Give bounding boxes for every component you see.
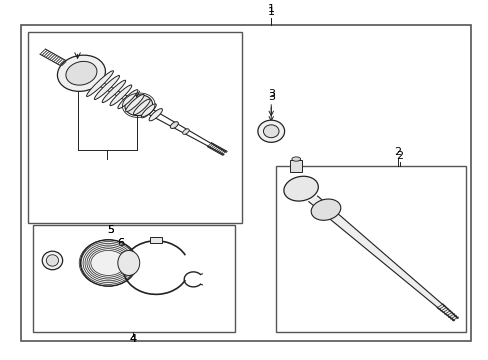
Ellipse shape xyxy=(80,240,136,286)
Ellipse shape xyxy=(284,176,318,201)
Ellipse shape xyxy=(66,62,97,85)
Text: 4: 4 xyxy=(129,334,136,344)
Ellipse shape xyxy=(46,255,59,266)
Bar xyxy=(290,160,302,171)
Text: 3: 3 xyxy=(267,92,274,121)
Text: 1: 1 xyxy=(267,7,274,17)
Bar xyxy=(21,25,469,341)
Text: 5: 5 xyxy=(107,225,114,235)
Ellipse shape xyxy=(42,251,62,270)
Bar xyxy=(33,225,234,332)
Ellipse shape xyxy=(110,85,132,105)
Text: 4: 4 xyxy=(129,334,136,344)
Ellipse shape xyxy=(141,104,156,118)
Ellipse shape xyxy=(57,55,105,91)
Text: 6: 6 xyxy=(117,238,124,248)
Text: 2: 2 xyxy=(396,150,403,161)
Ellipse shape xyxy=(125,94,144,112)
Bar xyxy=(276,166,465,332)
Ellipse shape xyxy=(94,76,120,99)
Text: 6: 6 xyxy=(117,238,124,248)
Text: 3: 3 xyxy=(267,89,274,116)
Text: 5: 5 xyxy=(107,225,114,235)
Ellipse shape xyxy=(124,95,152,116)
Ellipse shape xyxy=(149,109,162,121)
Ellipse shape xyxy=(291,157,300,161)
Text: 2: 2 xyxy=(393,147,400,157)
Polygon shape xyxy=(308,196,457,321)
Ellipse shape xyxy=(183,129,189,134)
Bar xyxy=(150,237,162,243)
Ellipse shape xyxy=(118,90,138,109)
Bar xyxy=(28,32,242,223)
Ellipse shape xyxy=(257,120,284,142)
Ellipse shape xyxy=(263,125,279,138)
Text: 1: 1 xyxy=(267,4,274,14)
Ellipse shape xyxy=(102,80,125,103)
Ellipse shape xyxy=(133,99,150,115)
Ellipse shape xyxy=(86,71,113,96)
Ellipse shape xyxy=(118,251,140,275)
Ellipse shape xyxy=(170,122,178,129)
Ellipse shape xyxy=(310,199,340,220)
